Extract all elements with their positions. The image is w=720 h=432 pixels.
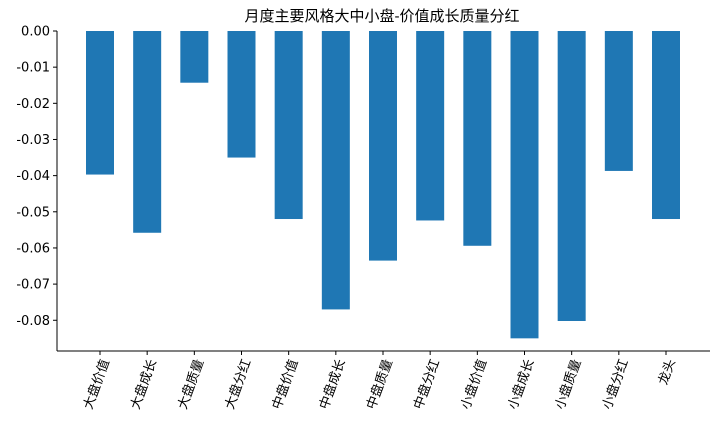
- bar: [652, 31, 680, 220]
- bar: [463, 31, 492, 246]
- bar: [274, 31, 303, 220]
- y-tick-label: -0.05: [16, 205, 50, 220]
- y-tick-label: -0.03: [16, 133, 50, 148]
- bar: [227, 31, 256, 158]
- x-tick-label: 中盘价值: [269, 357, 302, 411]
- x-tick-label: 小盘分红: [599, 357, 632, 411]
- bar: [86, 31, 114, 175]
- bar: [321, 31, 350, 310]
- chart-title: 月度主要风格大中小盘-价值成长质量分红: [244, 7, 519, 25]
- x-tick-label: 中盘质量: [363, 357, 396, 411]
- x-tick-label: 龙头: [656, 357, 679, 387]
- y-tick-label: -0.06: [16, 241, 50, 256]
- x-tick-label: 大盘成长: [127, 357, 160, 411]
- x-tick-label: 中盘分红: [410, 357, 443, 411]
- bar: [180, 31, 209, 83]
- bar: [604, 31, 633, 171]
- x-tick-label: 大盘分红: [222, 357, 255, 411]
- x-tick-label: 小盘成长: [505, 357, 538, 411]
- y-tick-label: -0.01: [16, 61, 50, 76]
- bar: [510, 31, 539, 339]
- x-tick-label: 大盘价值: [80, 357, 113, 411]
- bars-layer: [86, 31, 680, 339]
- y-tick-label: -0.07: [16, 278, 50, 293]
- bar: [133, 31, 162, 233]
- y-tick-label: -0.04: [16, 169, 50, 184]
- x-tick-label: 中盘成长: [316, 357, 349, 411]
- bar: [557, 31, 586, 321]
- x-tick-label: 小盘价值: [458, 357, 491, 411]
- bar: [369, 31, 397, 261]
- x-tick-label: 小盘质量: [552, 357, 585, 411]
- y-tick-label: -0.08: [16, 314, 50, 329]
- y-tick-label: -0.02: [16, 97, 50, 112]
- bar: [416, 31, 445, 221]
- y-tick-label: 0.00: [21, 25, 50, 40]
- x-tick-label: 大盘质量: [175, 357, 208, 411]
